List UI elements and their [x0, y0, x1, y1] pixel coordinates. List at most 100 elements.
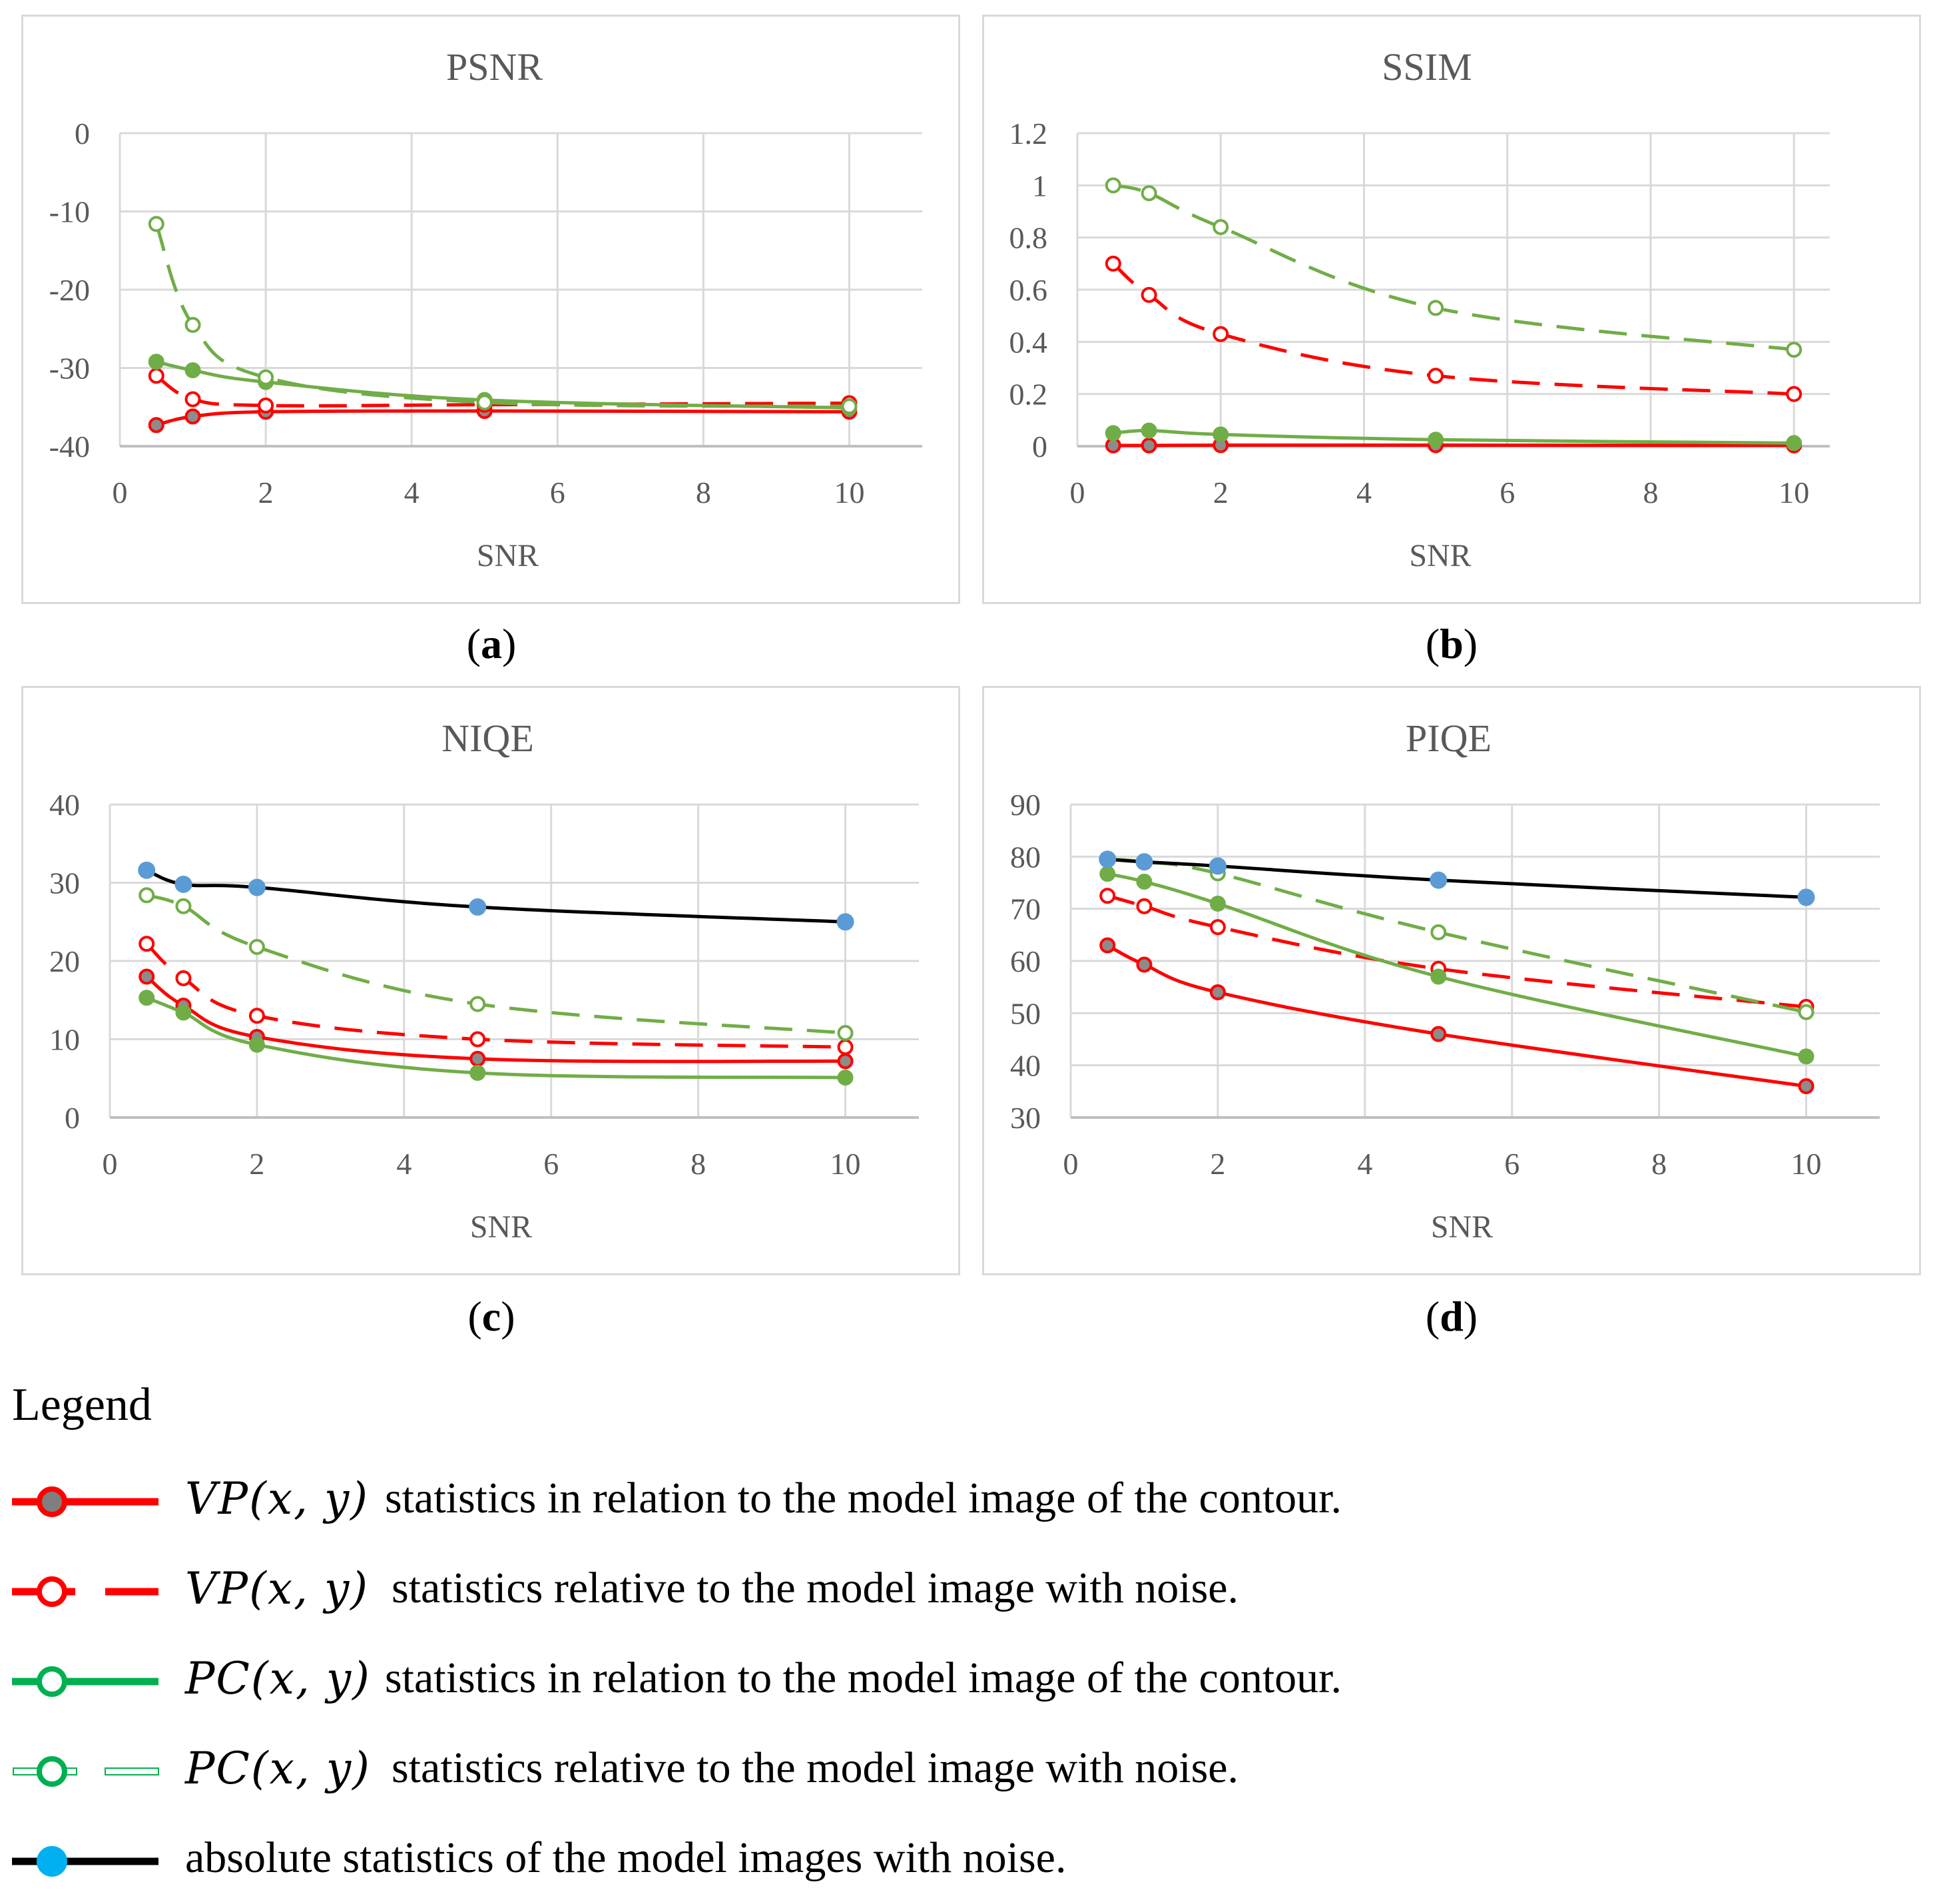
data-point [248, 938, 265, 955]
ssim-chart: SSIM 0 0.2 0.4 0.6 0.8 1 1.2 0 2 4 6 8 10 SNR [1009, 45, 1830, 573]
y-tick-label: -30 [49, 352, 90, 386]
caption-d: (d) [1425, 1293, 1478, 1340]
data-point [1136, 956, 1153, 973]
y-tick-label: 1.2 [1009, 117, 1048, 151]
legend-swatch [12, 1486, 158, 1517]
y-tick-label: 60 [1010, 944, 1041, 978]
data-point [1099, 866, 1116, 882]
legend-item: PC(x, y) statistics relative to the model… [12, 1735, 1916, 1808]
data-point [1213, 326, 1229, 342]
y-tick-label: 0.2 [1009, 378, 1048, 412]
x-tick-label: 0 [1063, 1147, 1079, 1181]
legend-text: absolute statistics of the model images … [185, 1833, 1067, 1882]
data-point [1430, 871, 1448, 889]
x-tick-label: 2 [258, 476, 274, 509]
x-tick-label: 4 [396, 1147, 412, 1181]
data-point [1099, 937, 1116, 954]
data-point [1430, 924, 1447, 940]
chart-title: NIQE [441, 717, 534, 760]
data-point [184, 408, 201, 425]
legend: Legend VP(x, y) statistics in relation to… [12, 1379, 1916, 1898]
data-point [1136, 873, 1153, 890]
data-point [248, 1036, 265, 1053]
chart-panel-c: NIQE 0 10 20 30 40 0 2 4 6 8 10 SNR [21, 686, 960, 1275]
x-tick-label: 8 [1643, 476, 1658, 509]
y-tick-label: 40 [49, 788, 80, 822]
series-line [146, 868, 846, 924]
x-tick-label: 2 [249, 1147, 264, 1181]
data-point [1209, 984, 1226, 1000]
legend-marker [37, 1576, 67, 1607]
chart-title: PSNR [446, 45, 543, 89]
x-tick-label: 8 [696, 476, 711, 509]
x-axis-label: SNR [1409, 538, 1471, 573]
chart-title: SSIM [1382, 45, 1472, 89]
niqe-chart: NIQE 0 10 20 30 40 0 2 4 6 8 10 SNR [49, 717, 919, 1245]
x-tick-label: 4 [404, 476, 419, 509]
caption-a: (a) [466, 620, 517, 667]
series-line [1107, 857, 1807, 1014]
data-point [841, 398, 858, 415]
data-point [1213, 426, 1229, 443]
chart-panel-a: PSNR -40 -30 -20 -10 0 0 2 4 6 8 10 SNR [21, 15, 960, 604]
data-point [248, 878, 266, 896]
data-point [148, 417, 164, 434]
y-tick-label: 70 [1010, 892, 1041, 926]
y-tick-label: 30 [1010, 1101, 1041, 1135]
y-tick-label: 0.8 [1009, 221, 1048, 255]
data-point [837, 1053, 854, 1070]
y-tick-label: 0.6 [1009, 273, 1048, 307]
x-tick-label: 10 [830, 1147, 861, 1181]
data-point [837, 1039, 854, 1056]
legend-swatch [12, 1576, 158, 1607]
legend-swatch [12, 1666, 158, 1697]
y-tick-label: 0 [1032, 430, 1047, 464]
data-point [184, 362, 201, 379]
y-tick-label: 30 [49, 866, 80, 900]
legend-marker [37, 1666, 67, 1697]
data-point [138, 861, 156, 879]
legend-title: Legend [12, 1379, 152, 1430]
data-point [476, 394, 493, 411]
data-point [1136, 898, 1153, 914]
data-point [1141, 437, 1157, 454]
x-tick-label: 2 [1210, 1147, 1225, 1181]
legend-variable: VP(x, y) [185, 1473, 370, 1524]
data-point [1213, 219, 1229, 235]
data-point [1105, 425, 1121, 442]
data-point [469, 898, 487, 916]
data-point [1099, 888, 1116, 904]
legend-item: VP(x, y) statistics in relation to the mo… [12, 1465, 1916, 1538]
data-point [138, 990, 155, 1006]
x-tick-label: 6 [550, 476, 565, 509]
chart-panel-b: SSIM 0 0.2 0.4 0.6 0.8 1 1.2 0 2 4 6 8 10 SNR [982, 15, 1921, 604]
data-point [1428, 368, 1444, 384]
data-point [184, 391, 201, 408]
x-tick-label: 0 [103, 1147, 118, 1181]
data-point [148, 368, 164, 384]
psnr-chart: PSNR -40 -30 -20 -10 0 0 2 4 6 8 10 SNR [49, 45, 922, 573]
data-point [138, 887, 155, 904]
data-point [1209, 857, 1227, 875]
y-tick-label: 20 [49, 944, 80, 978]
legend-variable: VP(x, y) [185, 1563, 370, 1614]
caption-c: (c) [467, 1293, 515, 1340]
data-point [174, 875, 192, 893]
x-axis-label: SNR [470, 1209, 532, 1245]
legend-variable: PC(x, y) [185, 1743, 371, 1794]
data-point [175, 970, 192, 986]
y-tick-label: -20 [49, 273, 90, 307]
data-point [1786, 435, 1802, 452]
y-tick-label: 0.4 [1009, 325, 1048, 359]
caption-b: (b) [1425, 620, 1478, 667]
data-point [1105, 177, 1121, 194]
data-point [1797, 888, 1815, 906]
data-point [175, 898, 192, 914]
data-point [1135, 853, 1153, 871]
legend-marker [37, 1846, 67, 1877]
data-point [258, 397, 274, 414]
data-point [1141, 185, 1157, 202]
legend-text: statistics relative to the model image w… [392, 1744, 1239, 1792]
data-point [1798, 1078, 1814, 1094]
data-point [1786, 342, 1802, 358]
